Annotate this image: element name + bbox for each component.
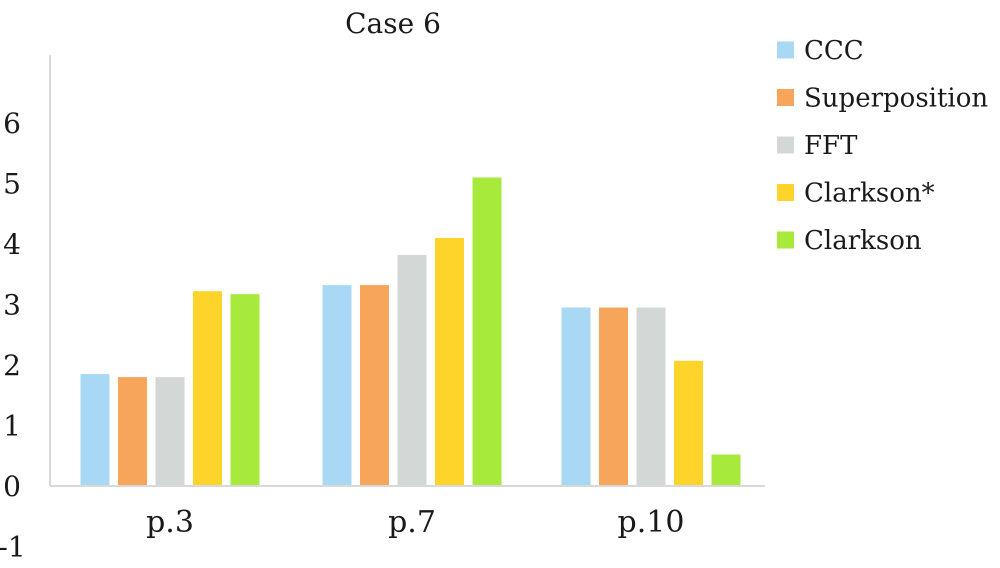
bar-superposition-p3 [118, 377, 147, 486]
y-tick-label: 3 [3, 289, 21, 322]
chart-title: Case 6 [345, 7, 441, 40]
bar-fft-p3 [155, 377, 185, 486]
bar-ccc-p10 [561, 307, 591, 486]
x-category-label: p.3 [146, 505, 194, 540]
y-tick-label: 1 [3, 410, 21, 443]
bar-ccc-p3 [80, 374, 110, 486]
legend-label: Superposition [804, 84, 988, 114]
bar-fft-p10 [636, 307, 666, 486]
y-tick-label: -1 [0, 531, 26, 564]
legend-label: Clarkson [804, 226, 922, 256]
bar-clarkson-p3 [230, 294, 260, 486]
x-category-label: p.7 [388, 505, 436, 540]
legend-label: FFT [804, 131, 858, 161]
legend-swatch [777, 89, 794, 106]
legend-label: CCC [804, 36, 864, 66]
bar-superposition-p7 [360, 285, 389, 486]
bar-clarkson--p7 [435, 238, 464, 486]
bar-ccc-p7 [322, 285, 352, 486]
bars-group [80, 177, 741, 486]
legend-swatch [777, 41, 794, 59]
legend-label: Clarkson* [804, 179, 935, 209]
y-tick-label: 0 [3, 470, 21, 503]
legend-swatch [777, 231, 794, 249]
x-axis-labels: p.3 p.7 p.10 [146, 505, 684, 540]
bar-clarkson--p3 [193, 291, 222, 486]
legend-swatch [777, 136, 794, 154]
y-tick-label: 5 [3, 168, 21, 201]
legend-swatch [777, 184, 794, 201]
y-tick-label: 4 [3, 228, 21, 261]
legend: CCC Superposition FFT Clarkson* Clarkson [777, 36, 988, 256]
y-tick-label: 6 [3, 107, 21, 140]
x-category-label: p.10 [618, 505, 685, 540]
bar-fft-p7 [397, 254, 427, 486]
bar-clarkson--p10 [674, 360, 703, 486]
bar-clarkson-p7 [472, 177, 502, 486]
bar-superposition-p10 [599, 307, 628, 486]
bar-clarkson-p10 [711, 454, 741, 486]
y-axis-ticks: -1 0 1 2 3 4 5 6 [0, 107, 26, 564]
y-tick-label: 2 [3, 349, 21, 382]
